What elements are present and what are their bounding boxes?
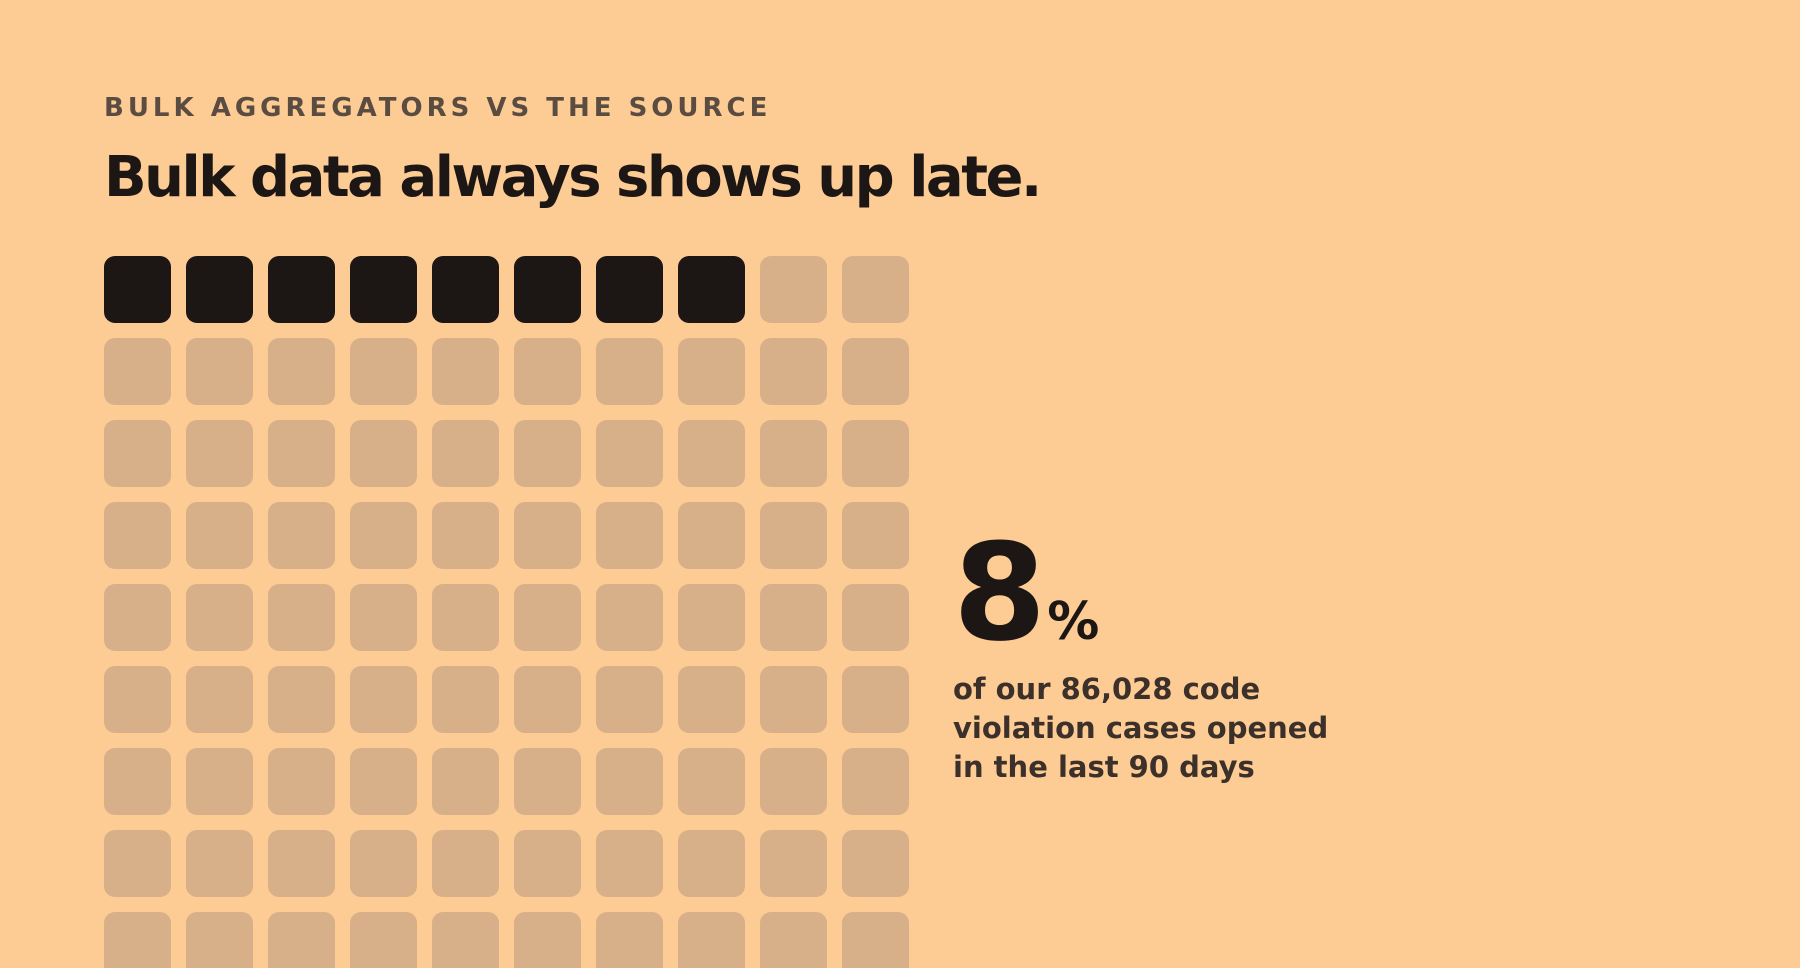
- waffle-cell-empty: [350, 748, 417, 815]
- waffle-cell-empty: [350, 584, 417, 651]
- waffle-cell-empty: [186, 748, 253, 815]
- stat-caption: of our 86,028 code violation cases opene…: [953, 672, 1329, 784]
- waffle-cell-empty: [514, 584, 581, 651]
- waffle-cell-empty: [104, 338, 171, 405]
- waffle-cell-empty: [760, 256, 827, 323]
- waffle-cell-empty: [760, 912, 827, 968]
- waffle-cell-empty: [186, 420, 253, 487]
- waffle-cell-filled: [268, 256, 335, 323]
- waffle-cell-filled: [432, 256, 499, 323]
- waffle-cell-empty: [842, 256, 909, 323]
- waffle-cell-empty: [678, 420, 745, 487]
- waffle-cell-empty: [432, 420, 499, 487]
- stat-value-line: 8%: [953, 526, 1353, 660]
- headline: Bulk data always shows up late.: [104, 145, 1042, 210]
- waffle-cell-empty: [760, 584, 827, 651]
- waffle-cell-empty: [432, 584, 499, 651]
- waffle-cell-empty: [678, 502, 745, 569]
- waffle-cell-empty: [186, 666, 253, 733]
- waffle-cell-empty: [350, 338, 417, 405]
- waffle-cell-filled: [596, 256, 663, 323]
- waffle-cell-empty: [268, 338, 335, 405]
- stat-number: 8: [953, 515, 1046, 671]
- waffle-cell-empty: [678, 748, 745, 815]
- waffle-cell-empty: [514, 666, 581, 733]
- waffle-cell-filled: [514, 256, 581, 323]
- waffle-cell-empty: [268, 912, 335, 968]
- waffle-cell-empty: [514, 420, 581, 487]
- waffle-cell-empty: [514, 502, 581, 569]
- waffle-cell-empty: [842, 912, 909, 968]
- waffle-cell-empty: [350, 502, 417, 569]
- waffle-cell-empty: [186, 830, 253, 897]
- waffle-cell-empty: [104, 912, 171, 968]
- waffle-cell-empty: [760, 420, 827, 487]
- waffle-cell-empty: [268, 502, 335, 569]
- waffle-cell-empty: [760, 748, 827, 815]
- waffle-cell-empty: [104, 420, 171, 487]
- waffle-cell-empty: [186, 502, 253, 569]
- waffle-cell-empty: [842, 338, 909, 405]
- waffle-cell-empty: [432, 338, 499, 405]
- waffle-cell-empty: [268, 830, 335, 897]
- waffle-cell-empty: [350, 420, 417, 487]
- stat-unit: %: [1047, 592, 1100, 652]
- waffle-cell-empty: [268, 584, 335, 651]
- waffle-cell-empty: [678, 584, 745, 651]
- waffle-cell-empty: [842, 420, 909, 487]
- waffle-cell-empty: [432, 502, 499, 569]
- waffle-cell-empty: [514, 338, 581, 405]
- waffle-cell-empty: [678, 338, 745, 405]
- waffle-cell-empty: [104, 502, 171, 569]
- waffle-cell-empty: [678, 912, 745, 968]
- waffle-cell-filled: [350, 256, 417, 323]
- waffle-cell-empty: [596, 502, 663, 569]
- waffle-cell-empty: [186, 912, 253, 968]
- waffle-cell-empty: [186, 338, 253, 405]
- waffle-cell-empty: [842, 666, 909, 733]
- waffle-cell-empty: [596, 748, 663, 815]
- waffle-cell-empty: [350, 912, 417, 968]
- waffle-cell-empty: [514, 830, 581, 897]
- waffle-cell-empty: [596, 420, 663, 487]
- waffle-cell-empty: [514, 748, 581, 815]
- waffle-cell-filled: [186, 256, 253, 323]
- stat-block: 8% of our 86,028 code violation cases op…: [953, 526, 1353, 787]
- waffle-cell-empty: [268, 748, 335, 815]
- waffle-cell-empty: [268, 420, 335, 487]
- waffle-cell-empty: [104, 666, 171, 733]
- waffle-cell-empty: [760, 338, 827, 405]
- waffle-cell-empty: [596, 666, 663, 733]
- waffle-cell-empty: [350, 830, 417, 897]
- waffle-cell-empty: [432, 830, 499, 897]
- waffle-cell-empty: [432, 748, 499, 815]
- waffle-cell-empty: [596, 584, 663, 651]
- waffle-cell-empty: [760, 830, 827, 897]
- waffle-cell-empty: [432, 912, 499, 968]
- waffle-cell-empty: [104, 830, 171, 897]
- waffle-cell-empty: [104, 748, 171, 815]
- waffle-cell-empty: [678, 830, 745, 897]
- waffle-cell-empty: [842, 502, 909, 569]
- waffle-cell-filled: [678, 256, 745, 323]
- waffle-cell-empty: [842, 584, 909, 651]
- waffle-cell-empty: [760, 666, 827, 733]
- waffle-cell-empty: [186, 584, 253, 651]
- waffle-cell-empty: [268, 666, 335, 733]
- waffle-cell-empty: [596, 338, 663, 405]
- waffle-cell-empty: [760, 502, 827, 569]
- waffle-cell-empty: [596, 912, 663, 968]
- waffle-cell-empty: [842, 830, 909, 897]
- waffle-cell-empty: [842, 748, 909, 815]
- waffle-cell-empty: [678, 666, 745, 733]
- waffle-cell-empty: [350, 666, 417, 733]
- waffle-cell-filled: [104, 256, 171, 323]
- waffle-cell-empty: [432, 666, 499, 733]
- waffle-cell-empty: [514, 912, 581, 968]
- waffle-cell-empty: [104, 584, 171, 651]
- eyebrow-title: BULK AGGREGATORS VS THE SOURCE: [104, 93, 772, 123]
- waffle-cell-empty: [596, 830, 663, 897]
